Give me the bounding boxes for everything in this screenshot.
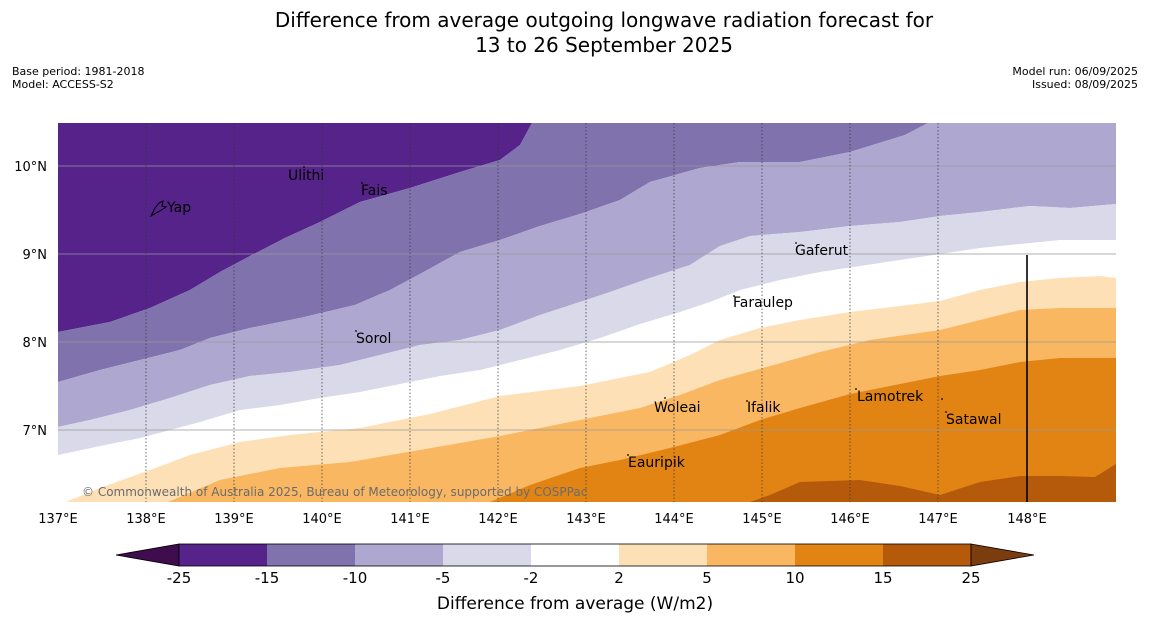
lat-tick-10n: 10°N [14,160,47,175]
meta-left: Base period: 1981-2018 Model: ACCESS-S2 [12,65,144,91]
cbar-tick-2: -10 [343,569,368,587]
colorbar-outline [178,543,972,567]
lat-tick-7n: 7°N [23,424,48,439]
colorbar: -25 -15 -10 -5 -2 2 5 10 15 25 [115,543,1035,587]
lat-tick-9n: 9°N [23,248,48,263]
lat-axis-labels: 10°N 9°N 8°N 7°N [14,160,47,439]
issued-date: Issued: 08/09/2025 [1031,78,1138,91]
lon-tick-144e: 144°E [654,512,694,527]
lon-tick-139e: 139°E [214,512,254,527]
lon-tick-146e: 146°E [830,512,870,527]
place-labels: Ulithi Fais Yap Gaferut Faraulep Sorol W… [166,166,1001,471]
cbar-tick-4: -2 [524,569,539,587]
place-fais: Fais [361,183,388,199]
cbar-tick-7: 10 [785,569,804,587]
lon-tick-141e: 141°E [390,512,430,527]
place-satawal: Satawal [946,412,1001,428]
cbar-tick-1: -15 [255,569,280,587]
colorbar-segment-5 [619,544,707,566]
place-yap: Yap [166,200,191,216]
cbar-tick-5: 2 [614,569,624,587]
colorbar-segments [179,544,971,566]
title-line-2: 13 to 26 September 2025 [475,33,733,57]
band-neg5-neg2 [58,204,1116,455]
lon-tick-138e: 138°E [126,512,166,527]
colorbar-segment-7 [795,544,883,566]
island-dots [303,166,947,456]
forecast-map: Ulithi Fais Yap Gaferut Faraulep Sorol W… [14,123,1116,527]
cbar-tick-9: 25 [961,569,980,587]
cbar-tick-6: 5 [702,569,712,587]
colorbar-max-arrow [970,543,1035,567]
colorbar-segment-4 [531,544,619,566]
lon-gridlines [145,123,939,502]
lon-tick-147e: 147°E [918,512,958,527]
cbar-tick-8: 15 [873,569,892,587]
band-neg25-neg15 [58,123,532,332]
map-fill-area [58,123,1116,502]
lon-axis-labels: 137°E 138°E 139°E 140°E 141°E 142°E 143°… [38,512,1047,527]
band-15-25 [750,464,1116,502]
lon-tick-143e: 143°E [566,512,606,527]
colorbar-min-arrow [115,543,180,567]
place-woleai: Woleai [654,400,701,416]
colorbar-segment-2 [355,544,443,566]
colorbar-title: Difference from average (W/m2) [436,594,714,614]
model-run: Model run: 06/09/2025 [1012,65,1138,78]
cbar-tick-3: -5 [436,569,451,587]
colorbar-segment-0 [179,544,267,566]
band-neg10-neg5 [58,123,1116,427]
place-ifalik: Ifalik [747,400,781,416]
place-eauripik: Eauripik [628,455,686,471]
band-neg15-neg10 [58,123,928,382]
base-period: Base period: 1981-2018 [12,65,145,78]
cbar-tick-0: -25 [167,569,192,587]
yap-island-icon [149,200,168,218]
model-name: Model: ACCESS-S2 [12,78,114,91]
colorbar-segment-1 [267,544,355,566]
lon-tick-142e: 142°E [478,512,518,527]
colorbar-segment-3 [443,544,531,566]
lat-tick-8n: 8°N [23,336,48,351]
chart-title: Difference from average outgoing longwav… [0,8,1150,58]
colorbar-segment-8 [883,544,971,566]
title-line-1: Difference from average outgoing longwav… [274,8,934,32]
lon-tick-148e: 148°E [1007,512,1047,527]
colorbar-ticks: -25 -15 -10 -5 -2 2 5 10 15 25 [167,569,981,587]
place-sorol: Sorol [356,331,391,347]
meta-right: Model run: 06/09/2025 Issued: 08/09/2025 [1012,65,1138,91]
colorbar-segment-6 [707,544,795,566]
lon-tick-145e: 145°E [742,512,782,527]
place-gaferut: Gaferut [795,243,849,259]
lon-tick-140e: 140°E [302,512,342,527]
lon-tick-137e: 137°E [38,512,78,527]
place-ulithi: Ulithi [288,168,324,184]
place-lamotrek: Lamotrek [857,389,924,405]
place-faraulep: Faraulep [733,295,793,311]
copyright-notice: © Commonwealth of Australia 2025, Bureau… [82,485,587,499]
